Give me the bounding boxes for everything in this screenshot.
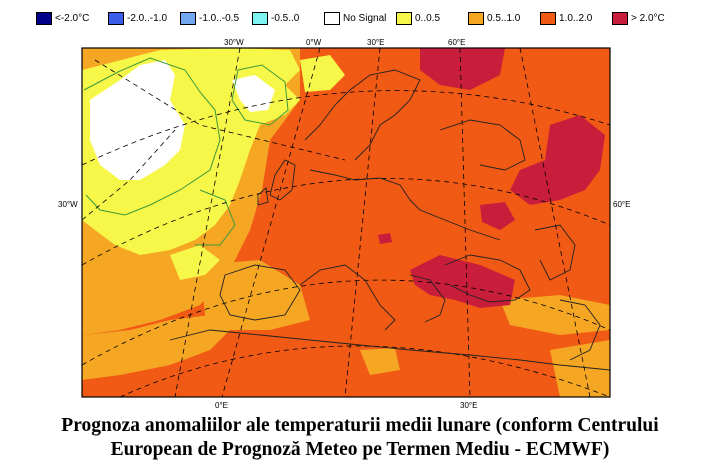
- legend-item: > 2.0°C: [612, 10, 665, 26]
- anomaly-region-gt-2: [378, 233, 392, 244]
- legend-item: -0.5..0: [252, 10, 299, 26]
- top-label: 30°E: [367, 38, 384, 47]
- legend-label: -0.5..0: [271, 12, 300, 24]
- legend-swatch: [180, 11, 196, 25]
- legend-label: 0..0.5: [415, 12, 441, 24]
- caption-line: Prognoza anomaliilor ale temperaturii me…: [61, 415, 659, 436]
- top-label: 30°W: [224, 38, 244, 47]
- top-label: 60°E: [448, 38, 465, 47]
- anomaly-region-gt-2: [480, 202, 515, 230]
- caption-line: European de Prognoză Meteo pe Termen Med…: [110, 439, 610, 460]
- map-frame: [81, 47, 611, 398]
- map-field: [82, 48, 610, 397]
- anomaly-region-0.5-1: [200, 260, 310, 330]
- legend-label: No Signal: [343, 12, 387, 24]
- significance-contour: [195, 189, 236, 246]
- coastlines: [169, 69, 610, 371]
- right-label: 60°E: [613, 200, 630, 209]
- anomaly-region-no-signal: [232, 75, 275, 112]
- map-caption: Prognoza anomaliilor ale temperaturii me…: [0, 414, 720, 462]
- legend-label: -1.0..-0.5: [199, 12, 240, 24]
- anomaly-region-0-0.5: [170, 245, 220, 280]
- legend-item: <-2.0°C: [36, 10, 89, 26]
- legend-swatch: [324, 11, 340, 25]
- anomaly-region-0.5-1: [500, 295, 610, 335]
- legend: <-2.0°C -2.0..-1.0 -1.0..-0.5 -0.5..0 No…: [36, 8, 696, 30]
- map-panel: 30°W 0°W 30°E 60°E 30°W 60°E 0°E 30°E: [0, 30, 720, 416]
- legend-label: -2.0..-1.0: [127, 12, 168, 24]
- legend-swatch: [252, 11, 268, 25]
- anomaly-region-gt-2: [420, 48, 505, 90]
- bottom-label: 0°E: [215, 401, 228, 410]
- legend-label: 1.0..2.0: [559, 12, 593, 24]
- anomaly-region-0.5-1: [82, 315, 230, 380]
- legend-label: > 2.0°C: [631, 12, 665, 24]
- legend-label: <-2.0°C: [55, 12, 90, 24]
- legend-item: -2.0..-1.0: [108, 10, 167, 26]
- anomaly-region-gt-2: [410, 255, 515, 308]
- anomaly-region-gt-2: [510, 115, 605, 205]
- graticule: [82, 48, 610, 397]
- legend-item: 1.0..2.0: [540, 10, 592, 26]
- anomaly-region-0.5-1: [360, 348, 400, 375]
- legend-item: 0.5..1.0: [468, 10, 520, 26]
- anomaly-region-no-signal: [90, 60, 185, 180]
- legend-swatch: [396, 11, 412, 25]
- legend-item: 0..0.5: [396, 10, 440, 26]
- significance-contour: [231, 64, 289, 126]
- legend-item: No Signal: [324, 10, 386, 26]
- legend-swatch: [36, 11, 52, 25]
- legend-item: -1.0..-0.5: [180, 10, 239, 26]
- significance-contour: [83, 57, 221, 216]
- legend-swatch: [612, 11, 628, 25]
- legend-label: 0.5..1.0: [487, 12, 521, 24]
- anomaly-region-0.5-1: [550, 340, 610, 397]
- legend-swatch: [108, 11, 124, 25]
- anomaly-map: 30°W 0°W 30°E 60°E 30°W 60°E 0°E 30°E: [58, 38, 630, 410]
- top-label: 0°W: [306, 38, 322, 47]
- anomaly-region-0-0.5: [300, 55, 345, 92]
- left-label: 30°W: [58, 200, 78, 209]
- legend-swatch: [468, 11, 484, 25]
- bottom-label: 30°E: [460, 401, 477, 410]
- legend-swatch: [540, 11, 556, 25]
